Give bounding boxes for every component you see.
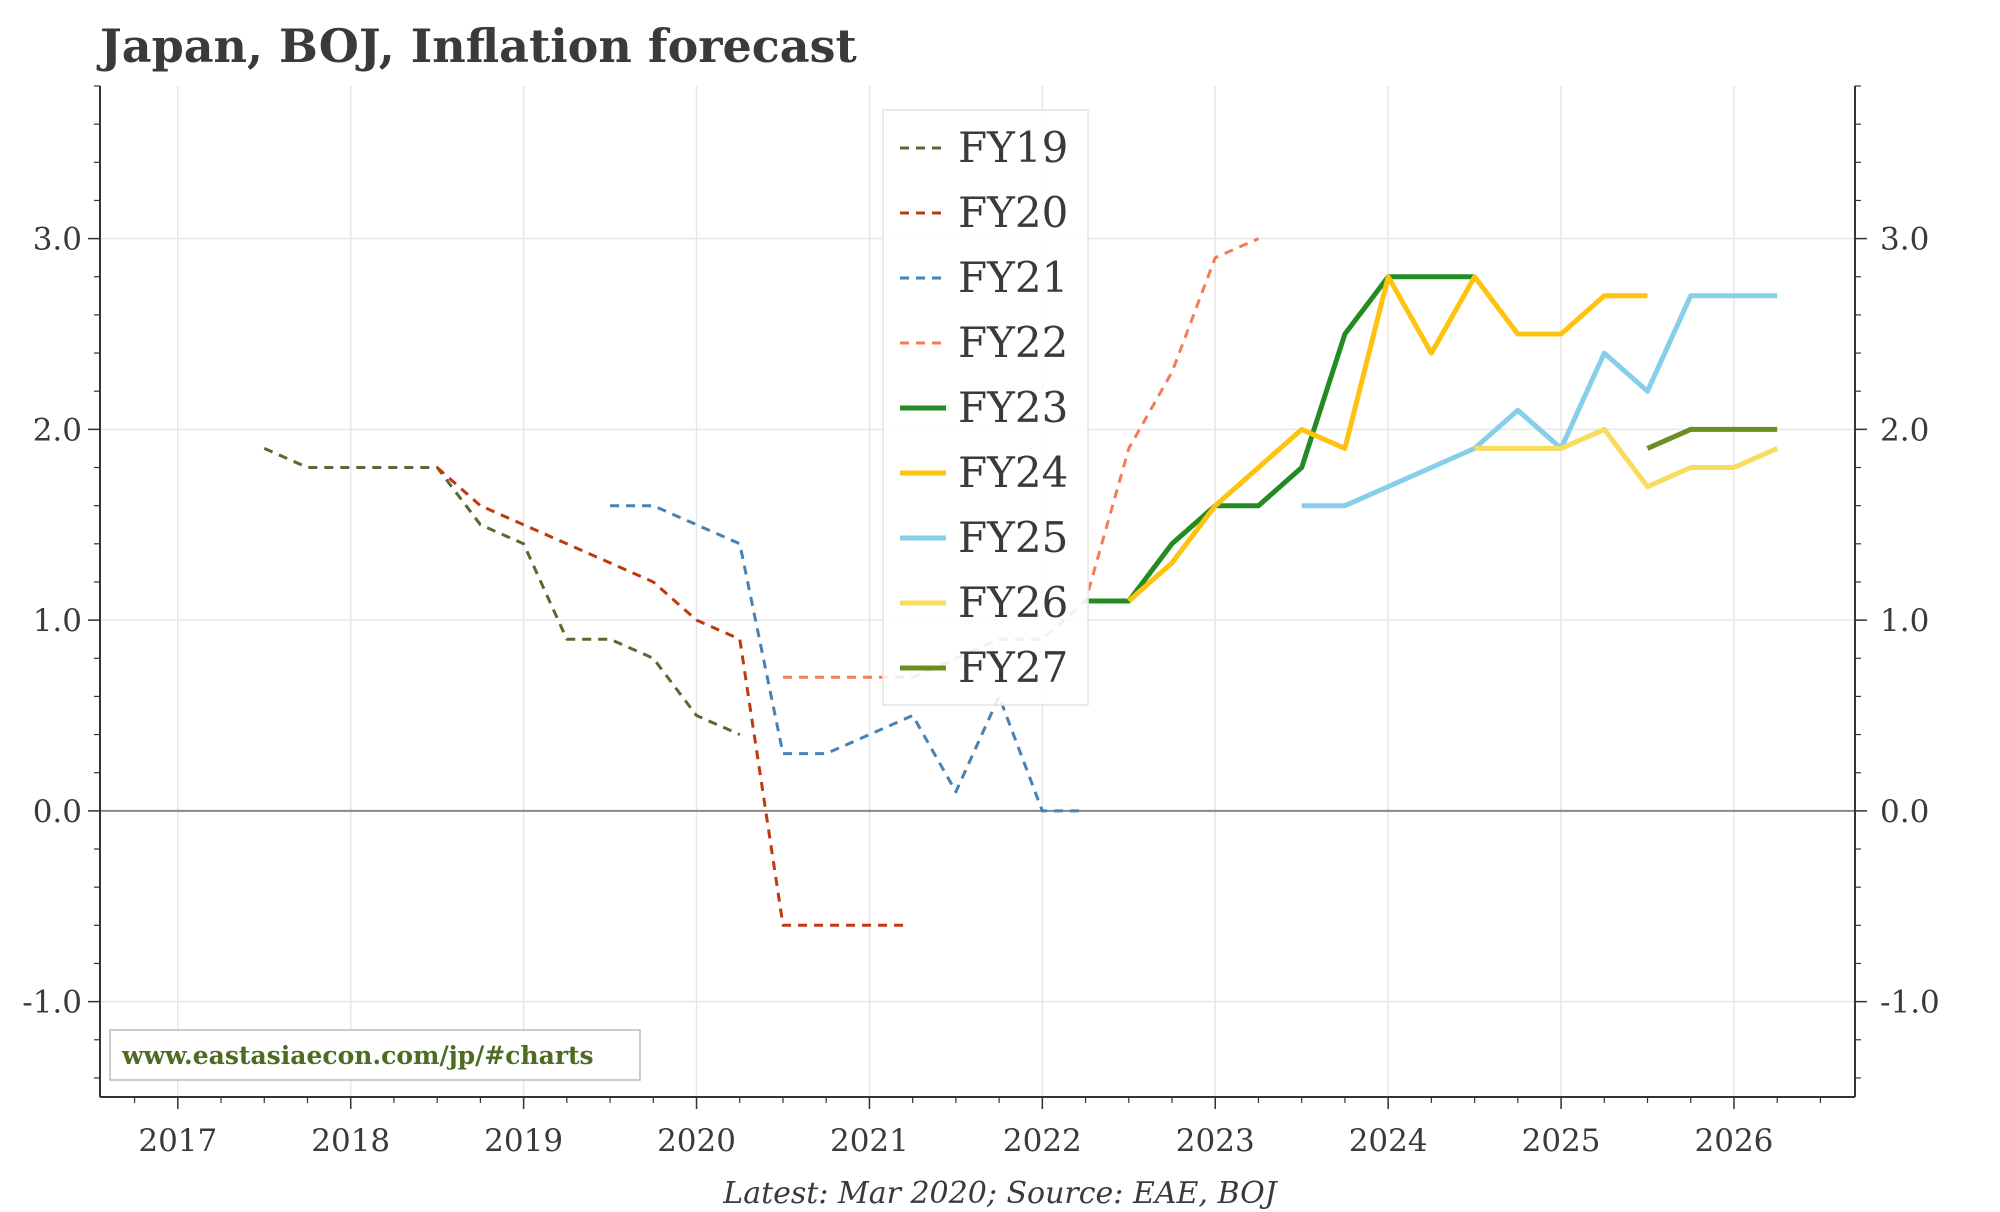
series-line-fy19 xyxy=(263,447,741,736)
watermark-box: www.eastasiaecon.com/jp/#charts xyxy=(109,1029,641,1081)
legend-label-fy25: FY25 xyxy=(958,513,1068,562)
series-line-fy23 xyxy=(1085,274,1475,604)
axes: 2017 2018 2019 2020 2021 2022 2023 2024 2025 2026… xyxy=(22,85,1940,1159)
legend-label-fy27: FY27 xyxy=(958,643,1068,692)
series-line-fy20 xyxy=(436,466,904,927)
series-line-fy21 xyxy=(610,504,1086,813)
chart-title: Japan, BOJ, Inflation forecast xyxy=(96,19,858,73)
x-tick-label: 2023 xyxy=(1176,1123,1255,1159)
x-tick-label: 2022 xyxy=(1003,1123,1082,1159)
series-line-fy25 xyxy=(1301,293,1778,509)
source-note: Latest: Mar 2020; Source: EAE, BOJ xyxy=(722,1176,1278,1211)
x-tick-label: 2018 xyxy=(311,1123,390,1159)
y-tick-label-left: 0.0 xyxy=(33,794,82,830)
series-line-fy27 xyxy=(1646,426,1778,451)
legend-label-fy26: FY26 xyxy=(958,578,1068,627)
legend: FY19 FY20 FY21 FY22 FY23 FY24 FY25 FY26 FY27 xyxy=(882,109,1089,706)
y-tick-label-left: 3.0 xyxy=(33,222,82,258)
legend-label-fy22: FY22 xyxy=(958,318,1068,367)
legend-label-fy20: FY20 xyxy=(958,188,1068,237)
x-tick-label: 2020 xyxy=(657,1123,736,1159)
y-tick-label-right: 0.0 xyxy=(1880,794,1929,830)
x-tick-label: 2025 xyxy=(1522,1123,1601,1159)
x-tick-label: 2021 xyxy=(830,1123,909,1159)
y-tick-label-left: -1.0 xyxy=(22,985,82,1021)
series-line-fy24 xyxy=(1127,274,1648,603)
x-tick-label: 2019 xyxy=(484,1123,563,1159)
legend-label-fy24: FY24 xyxy=(958,448,1068,497)
y-tick-label-left: 1.0 xyxy=(33,603,82,639)
y-tick-label-right: 1.0 xyxy=(1880,603,1929,639)
y-tick-label-right: -1.0 xyxy=(1880,985,1940,1021)
x-tick-label: 2026 xyxy=(1695,1123,1774,1159)
legend-label-fy19: FY19 xyxy=(958,123,1068,172)
legend-label-fy21: FY21 xyxy=(958,253,1068,302)
y-tick-label-right: 3.0 xyxy=(1880,222,1929,258)
watermark-text: www.eastasiaecon.com/jp/#charts xyxy=(121,1041,594,1070)
y-tick-label-left: 2.0 xyxy=(33,412,82,448)
y-tick-label-right: 2.0 xyxy=(1880,412,1929,448)
legend-label-fy23: FY23 xyxy=(958,383,1068,432)
x-tick-label: 2017 xyxy=(138,1123,217,1159)
x-tick-label: 2024 xyxy=(1349,1123,1428,1159)
series-line-fy26 xyxy=(1474,426,1779,490)
